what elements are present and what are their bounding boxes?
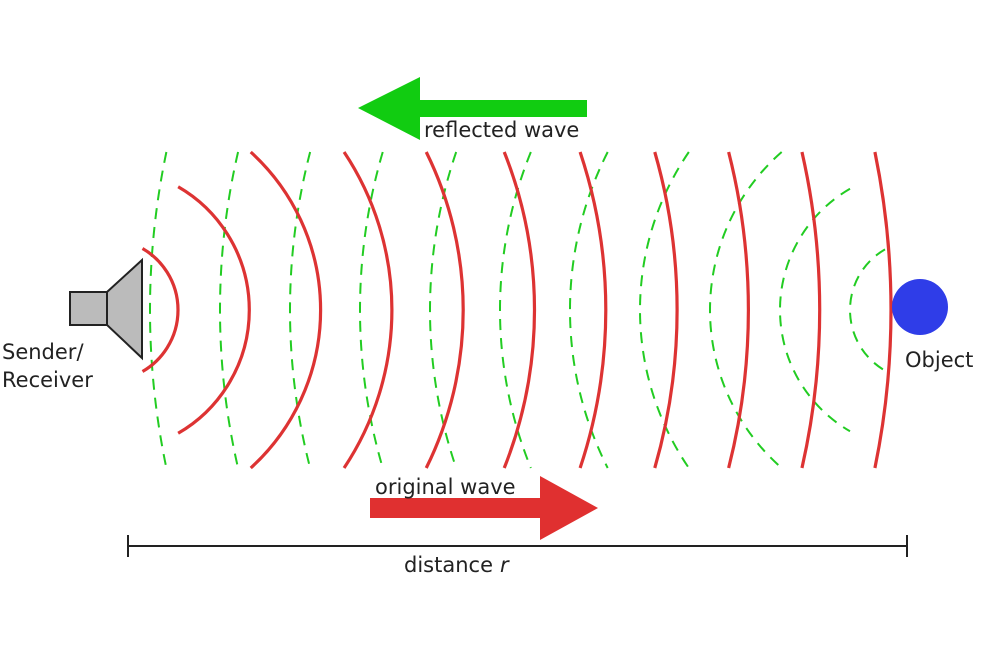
original-wavefront [249, 150, 323, 470]
original-wavefront [800, 151, 822, 469]
reflected-wavefront [639, 151, 690, 469]
reflected-wavefront [778, 187, 851, 433]
object-label: Object [905, 348, 973, 372]
original-wavefront [653, 151, 679, 469]
original-wavefront [141, 247, 180, 373]
speaker-cone [106, 257, 143, 361]
distance-text: distance [404, 553, 493, 577]
original-wavefront [727, 151, 750, 469]
original-wavefront [342, 151, 394, 469]
reflected-wave-label: reflected wave [424, 118, 579, 142]
original-wavefront [873, 151, 893, 469]
distance-variable: r [500, 553, 510, 577]
reflected-wavefront [149, 151, 168, 469]
reflected-arrow [358, 77, 587, 140]
reflected-wavefront [849, 248, 886, 372]
reflected-wavefront [359, 151, 384, 469]
sender-label: Sender/ [2, 340, 84, 364]
reflected-wavefront [219, 151, 240, 469]
original-wavefront [502, 151, 537, 469]
reflected-wavefront [709, 151, 783, 469]
reflected-wavefront [428, 151, 458, 469]
reflected-wavefront [568, 151, 609, 469]
object [892, 279, 948, 335]
waves [141, 150, 893, 470]
distance-label: distance r [404, 553, 510, 577]
original-wave-label: original wave [375, 475, 516, 499]
original-arrow [370, 476, 598, 540]
reflected-wavefront [499, 151, 532, 469]
original-wavefront [177, 185, 251, 435]
reflected-wavefront [288, 151, 312, 469]
original-wavefront [578, 151, 608, 469]
receiver-label: Receiver [2, 368, 93, 392]
speaker-body [69, 291, 108, 326]
original-wavefront [424, 151, 465, 469]
